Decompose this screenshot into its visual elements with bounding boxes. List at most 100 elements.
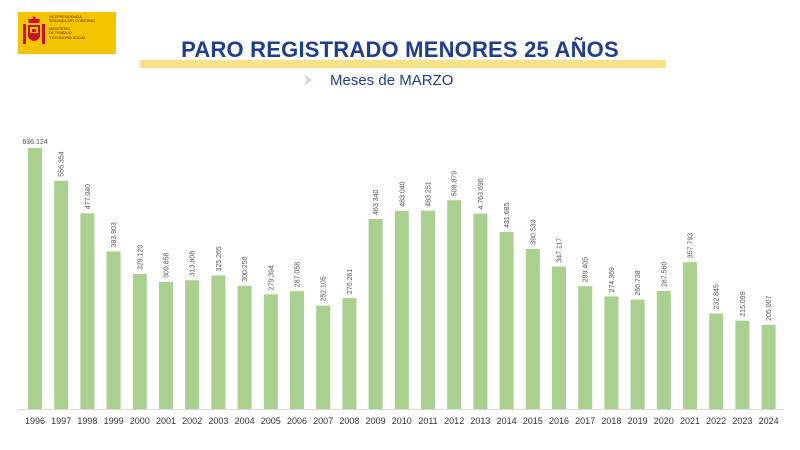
data-label-2014: 431.685: [504, 202, 511, 227]
bar-2023: [735, 320, 750, 409]
bar-1996: [28, 148, 42, 409]
data-label-2017: 299.405: [583, 257, 590, 282]
data-label-2022: 232.845: [714, 284, 721, 309]
data-label-2024: 205.007: [766, 295, 773, 320]
bar-2007: [316, 305, 331, 409]
title-highlight-band: [140, 60, 666, 68]
bar-2017: [578, 286, 593, 409]
data-label-2000: 329.120: [137, 245, 144, 270]
data-label-2001: 309.858: [164, 252, 171, 277]
x-tick-label: 2014: [497, 416, 517, 426]
x-tick-label: 1997: [51, 416, 71, 426]
data-label-2004: 300.250: [242, 256, 249, 281]
bar-2005: [263, 294, 278, 409]
x-tick-label: 2009: [366, 416, 386, 426]
data-label-2016: 347.117: [557, 238, 564, 263]
x-tick-label: 2018: [601, 416, 621, 426]
bar-2013: [473, 213, 488, 409]
x-tick-label: 2019: [628, 416, 648, 426]
ministry-logo: VICEPRESIDENCIA SEGUNDA DEL GOBIERNO MIN…: [18, 12, 116, 54]
bar-2006: [290, 291, 304, 409]
data-label-2003: 325.265: [216, 246, 223, 271]
x-tick-label: 2015: [523, 416, 543, 426]
x-tick-label: 2003: [208, 416, 228, 426]
data-label-2013: 4.763.690: [478, 178, 485, 209]
bar-2011: [421, 210, 435, 409]
x-tick-label: 2017: [575, 416, 595, 426]
data-label-2023: 215.099: [740, 291, 747, 316]
x-tick-label: 2001: [156, 416, 176, 426]
x-tick-label: 2008: [339, 416, 359, 426]
x-tick-label: 2007: [313, 416, 333, 426]
bar-2010: [394, 210, 409, 409]
bar-2002: [185, 280, 200, 409]
bar-2000: [132, 274, 147, 409]
data-label-1996: 636.124: [22, 139, 47, 146]
bar-2001: [159, 281, 173, 409]
bar-2014: [499, 231, 514, 409]
x-tick-label: 2021: [680, 416, 700, 426]
bar-2009: [368, 218, 383, 409]
bar-2012: [447, 200, 462, 409]
bar-2020: [656, 291, 671, 409]
bar-2016: [552, 266, 566, 409]
data-label-2018: 274.369: [609, 267, 616, 292]
logo-line: SEGUNDA DEL GOBIERNO: [49, 19, 95, 24]
data-label-2008: 270.261: [347, 269, 354, 294]
x-tick-label: 1999: [104, 416, 124, 426]
x-tick-label: 2016: [549, 416, 569, 426]
chart-subtitle: Meses de MARZO: [330, 71, 454, 89]
x-tick-label: 2000: [130, 416, 150, 426]
bar-2008: [342, 298, 357, 409]
data-label-1999: 383.903: [111, 222, 118, 247]
x-tick-label: 2020: [654, 416, 674, 426]
bar-1999: [106, 251, 121, 409]
subtitle-row: Meses de MARZO: [302, 70, 453, 90]
logo-text: VICEPRESIDENCIA SEGUNDA DEL GOBIERNO MIN…: [49, 15, 95, 40]
logo-line: VICEPRESIDENCIA: [49, 15, 82, 19]
bar-2019: [630, 299, 645, 409]
data-label-2006: 287.058: [295, 262, 302, 287]
data-label-2020: 287.560: [661, 262, 668, 287]
data-label-2007: 252.105: [321, 276, 328, 301]
chevron-right-icon: [304, 74, 312, 86]
x-tick-label: 1998: [77, 416, 97, 426]
bar-2024: [761, 324, 776, 409]
data-label-2005: 279.394: [268, 265, 275, 290]
data-label-1998: 477.040: [85, 184, 92, 209]
bar-2003: [211, 275, 226, 409]
bar-2004: [237, 285, 252, 409]
x-tick-label: 2013: [470, 416, 490, 426]
data-label-2010: 483.040: [399, 181, 406, 206]
x-tick-label: 2002: [182, 416, 202, 426]
x-tick-label: 2004: [235, 416, 255, 426]
x-tick-label: 2005: [261, 416, 281, 426]
data-label-2011: 483.251: [426, 181, 433, 206]
data-label-2019: 266.738: [635, 270, 642, 295]
x-tick-label: 2022: [706, 416, 726, 426]
bar-1997: [54, 180, 69, 409]
bar-2021: [683, 262, 697, 409]
data-label-2015: 390.533: [530, 219, 537, 244]
bar-2018: [604, 296, 619, 409]
x-tick-label: 1996: [25, 416, 45, 426]
logo-line: MINISTERIO: [49, 26, 70, 31]
spain-coat-of-arms-icon: [23, 16, 45, 44]
logo-line: DE TRABAJO: [49, 31, 72, 36]
x-tick-label: 2011: [418, 416, 437, 426]
bar-1998: [80, 213, 95, 409]
x-tick-label: 2006: [287, 416, 307, 426]
x-tick-label: 2024: [759, 416, 779, 426]
bar-2015: [525, 248, 540, 409]
x-tick-label: 2010: [392, 416, 412, 426]
data-label-2021: 357.793: [688, 233, 695, 258]
bar-2022: [709, 313, 724, 409]
x-tick-label: 2023: [732, 416, 752, 426]
chart-title: PARO REGISTRADO MENORES 25 AÑOS: [181, 37, 619, 62]
data-label-1997: 556.354: [59, 151, 66, 176]
data-label-2009: 463.340: [373, 189, 380, 214]
data-label-2002: 313.808: [190, 251, 197, 276]
logo-line: Y ECONOMÍA SOCIAL: [49, 35, 86, 40]
data-label-2012: 508.879: [452, 171, 459, 196]
